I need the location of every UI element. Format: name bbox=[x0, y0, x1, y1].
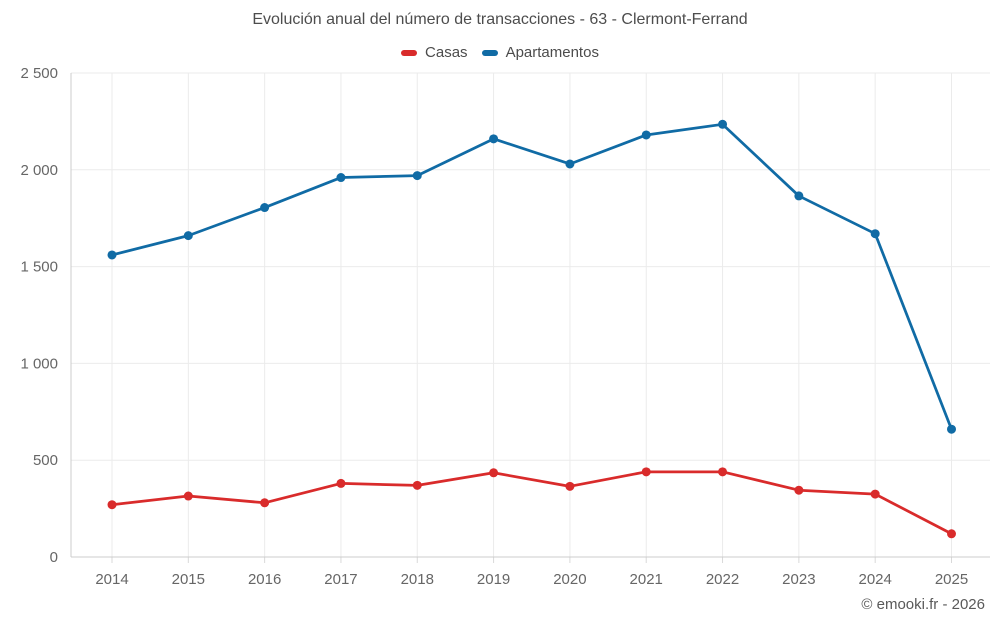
y-axis-tick-label: 500 bbox=[33, 452, 58, 469]
series-line-apartamentos bbox=[110, 122, 953, 431]
x-axis-tick-label: 2014 bbox=[95, 571, 128, 588]
legend-item-apartamentos[interactable]: Apartamentos bbox=[481, 44, 599, 61]
x-axis-tick-label: 2021 bbox=[630, 571, 663, 588]
apartamentos-series-swatch-icon bbox=[481, 49, 498, 56]
legend-label-apartamentos: Apartamentos bbox=[505, 44, 599, 61]
data-point-apartamentos-2022[interactable] bbox=[718, 119, 728, 129]
x-axis-tick-label: 2017 bbox=[324, 571, 357, 588]
x-axis-tick-label: 2016 bbox=[248, 571, 281, 588]
y-axis-tick-label: 0 bbox=[50, 549, 58, 566]
data-point-casas-2023[interactable] bbox=[794, 485, 804, 495]
data-point-casas-2014[interactable] bbox=[107, 500, 117, 510]
data-point-apartamentos-2015[interactable] bbox=[183, 231, 193, 241]
chart-legend: Casas Apartamentos bbox=[0, 44, 1000, 61]
y-axis-tick-label: 1 500 bbox=[20, 259, 58, 276]
data-point-casas-2015[interactable] bbox=[183, 491, 193, 501]
copyright-credit: © emooki.fr - 2026 bbox=[861, 596, 985, 613]
x-axis-tick-label: 2022 bbox=[706, 571, 739, 588]
data-point-apartamentos-2018[interactable] bbox=[412, 171, 422, 181]
x-axis-tick-label: 2018 bbox=[401, 571, 434, 588]
casas-series-swatch-icon bbox=[401, 49, 418, 56]
x-axis-tick-label: 2019 bbox=[477, 571, 510, 588]
data-point-casas-2024[interactable] bbox=[870, 489, 880, 499]
legend-label-casas: Casas bbox=[425, 44, 468, 61]
legend-item-casas[interactable]: Casas bbox=[401, 44, 468, 61]
data-point-casas-2019[interactable] bbox=[489, 468, 499, 478]
data-point-casas-2016[interactable] bbox=[260, 498, 270, 508]
x-axis-tick-label: 2015 bbox=[172, 571, 205, 588]
x-axis-tick-label: 2020 bbox=[553, 571, 586, 588]
data-point-casas-2017[interactable] bbox=[336, 478, 346, 488]
data-point-apartamentos-2024[interactable] bbox=[870, 229, 880, 239]
y-axis-tick-label: 2 000 bbox=[20, 162, 58, 179]
data-point-apartamentos-2021[interactable] bbox=[641, 130, 651, 140]
data-point-apartamentos-2014[interactable] bbox=[107, 250, 117, 260]
y-axis-tick-label: 1 000 bbox=[20, 355, 58, 372]
data-point-casas-2022[interactable] bbox=[718, 467, 728, 477]
series-line-casas bbox=[110, 470, 953, 536]
x-axis-tick-label: 2025 bbox=[935, 571, 968, 588]
data-point-apartamentos-2023[interactable] bbox=[794, 191, 804, 201]
data-point-apartamentos-2025[interactable] bbox=[947, 424, 956, 434]
data-point-apartamentos-2017[interactable] bbox=[336, 173, 346, 183]
data-point-casas-2018[interactable] bbox=[412, 480, 422, 490]
data-point-apartamentos-2016[interactable] bbox=[260, 203, 270, 213]
data-point-casas-2021[interactable] bbox=[641, 467, 651, 477]
data-point-casas-2025[interactable] bbox=[947, 529, 956, 539]
x-axis-tick-label: 2024 bbox=[858, 571, 891, 588]
data-point-apartamentos-2020[interactable] bbox=[565, 159, 575, 169]
y-axis-tick-label: 2 500 bbox=[20, 65, 58, 82]
x-axis-tick-label: 2023 bbox=[782, 571, 815, 588]
chart-title: Evolución anual del número de transaccio… bbox=[252, 11, 748, 28]
data-point-casas-2020[interactable] bbox=[565, 481, 575, 491]
data-point-apartamentos-2019[interactable] bbox=[489, 134, 499, 144]
